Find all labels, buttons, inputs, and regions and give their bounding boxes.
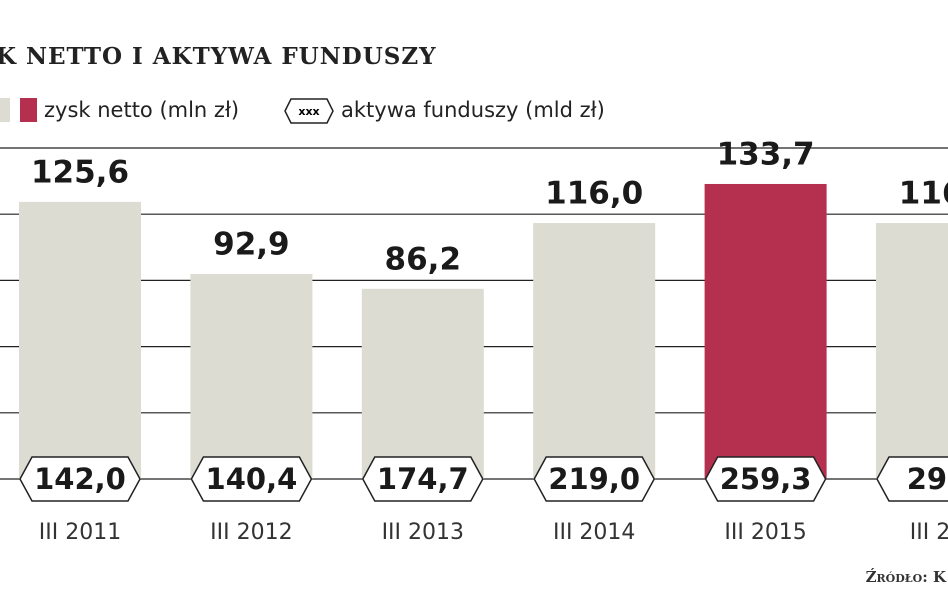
legend-swatch [0,98,10,122]
asset-hex [533,456,656,502]
x-tick-label: III 2011 [39,520,121,545]
x-tick-label: III 2015 [724,520,806,545]
legend-label: aktywa funduszy (mld zł) [341,98,605,122]
bar [533,223,656,479]
asset-label: 142,0 [34,462,126,496]
legend-hex [284,98,334,124]
asset-hex [876,456,948,502]
chart-title: K NETTO I AKTYWA FUNDUSZY [0,43,437,70]
x-tick-label: III 20 [910,520,948,545]
value-label: 133,7 [717,136,815,172]
bar [876,223,948,479]
asset-label: 219,0 [548,462,640,496]
value-label: 116, [899,176,948,212]
asset-hex [704,456,827,502]
value-label: 92,9 [213,227,290,263]
asset-hex [190,456,313,502]
bar [361,288,484,479]
value-label: 125,6 [31,154,129,190]
legend-icon: xxx [298,105,319,118]
x-tick-label: III 2012 [210,520,292,545]
asset-label: 299 [907,462,948,496]
asset-hex [19,456,141,502]
legend-swatch [20,98,37,122]
x-tick-label: III 2014 [553,520,635,545]
asset-label: 259,3 [720,462,812,496]
value-label: 86,2 [385,241,462,277]
bar [19,201,141,480]
bar [190,274,313,479]
value-label: 116,0 [545,176,643,212]
asset-label: 140,4 [206,462,298,496]
asset-label: 174,7 [377,462,469,496]
source: Źródło: K [866,568,947,586]
asset-hex [361,456,484,502]
bar [704,183,827,479]
legend-label: zysk netto (mln zł) [44,98,239,122]
x-tick-label: III 2013 [382,520,464,545]
